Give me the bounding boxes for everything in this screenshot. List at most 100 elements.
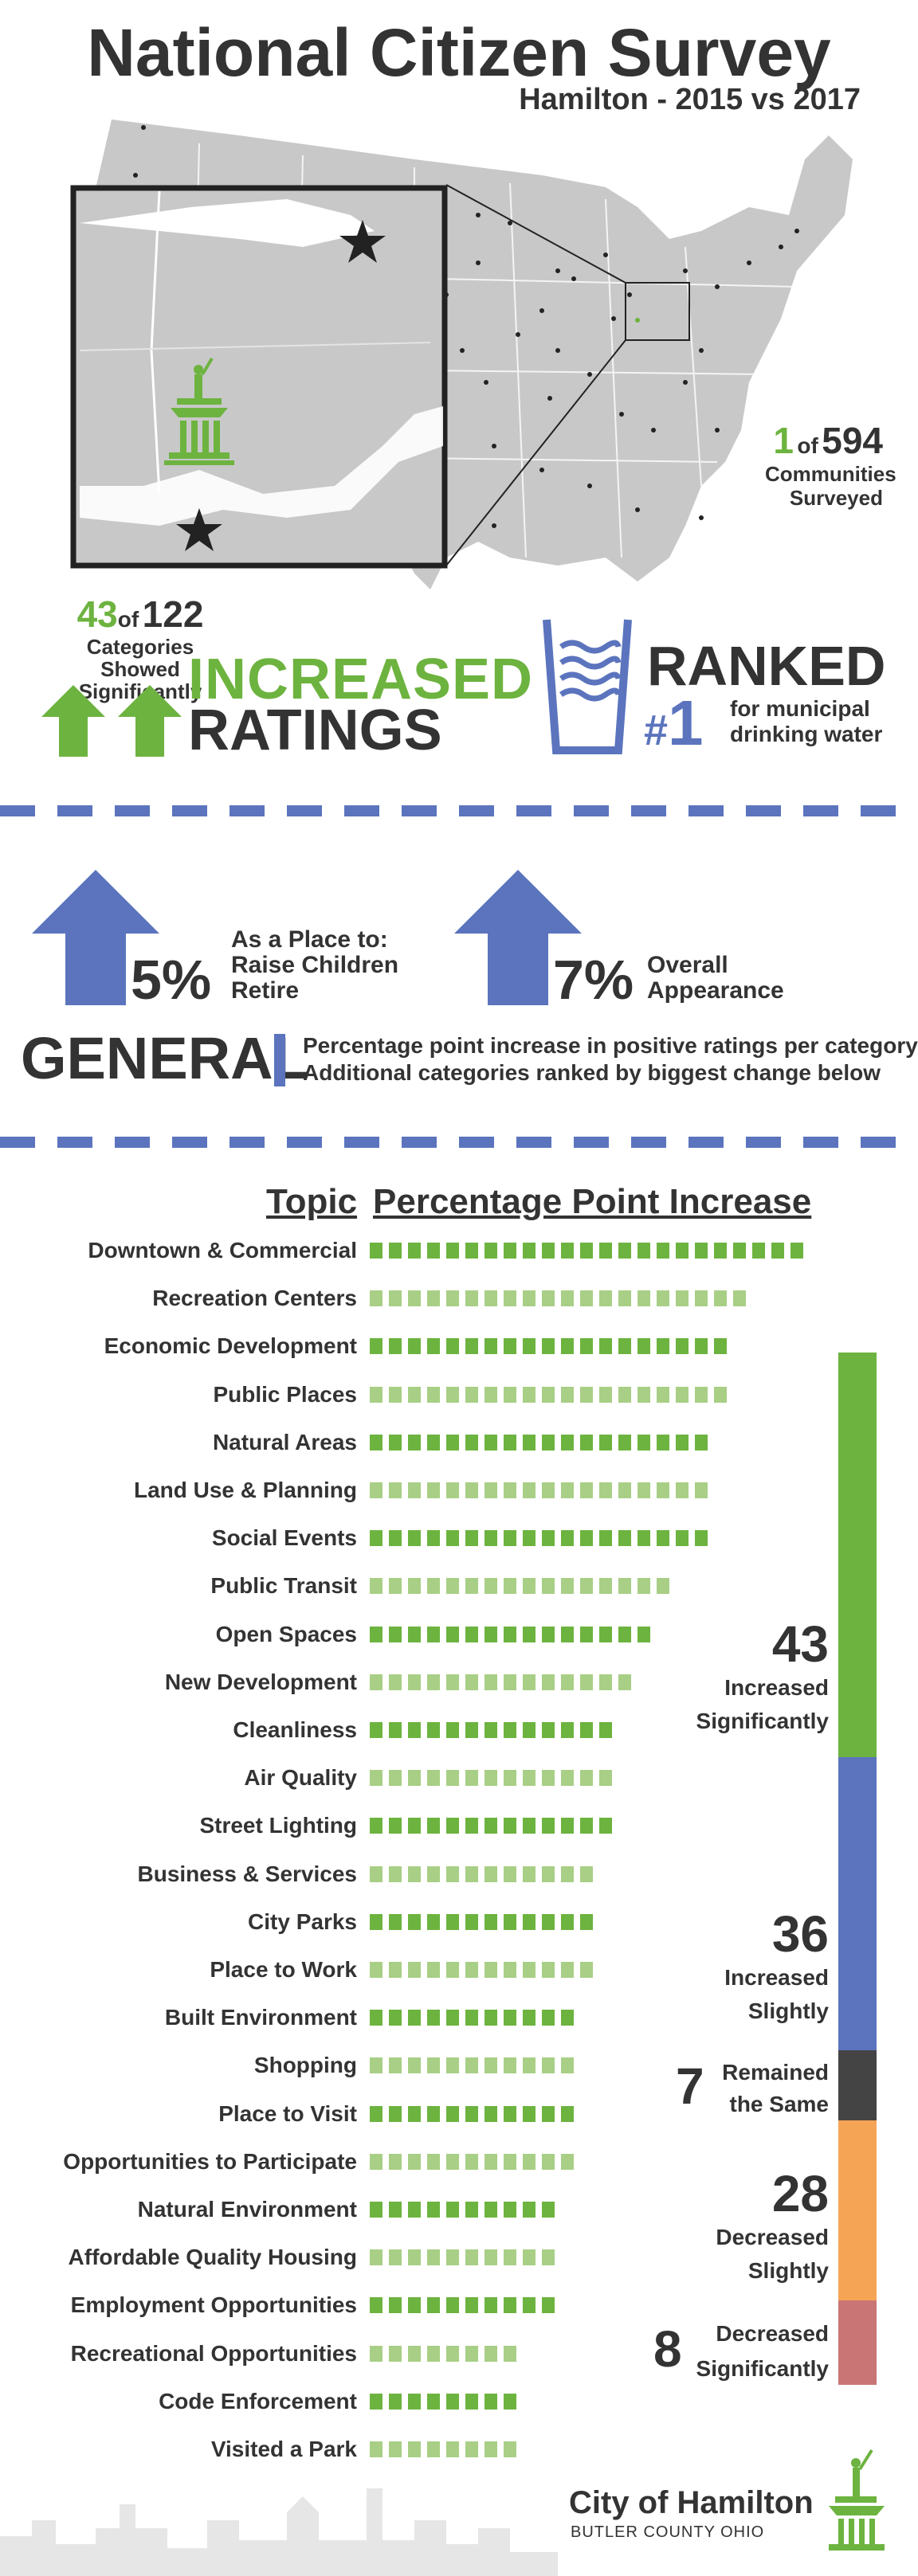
bar-block — [504, 2297, 516, 2313]
bar-block — [408, 2202, 421, 2218]
topic-label: Cleanliness — [233, 1717, 357, 1742]
topic-label: Place to Visit — [218, 2101, 357, 2126]
general-note1: Percentage point increase in positive ra… — [303, 1033, 918, 1058]
bar-block — [465, 2249, 478, 2265]
bar-block — [427, 2297, 440, 2313]
bar-block — [408, 1674, 421, 1690]
bar-block — [465, 1435, 478, 1450]
bar-block — [465, 1338, 478, 1354]
bar-block — [370, 1530, 382, 1546]
bar-block — [523, 2202, 536, 2218]
general-label: GENERAL — [21, 1025, 309, 1091]
bar-block — [484, 1338, 497, 1354]
bar-increased-significantly — [838, 1353, 877, 1757]
bar-block — [408, 2394, 421, 2410]
bar-block — [599, 1627, 612, 1642]
topic-label: Opportunities to Participate — [63, 2149, 357, 2174]
bar-block — [427, 1914, 440, 1930]
topic-label: Public Places — [213, 1382, 357, 1407]
topic-label: Social Events — [211, 1525, 357, 1550]
bar-block — [561, 1387, 574, 1403]
bar-block — [504, 1290, 516, 1306]
general-stat1-line1: As a Place to: — [231, 926, 388, 953]
bar-block — [427, 1243, 440, 1259]
bar-block — [484, 1435, 497, 1450]
bar-block — [504, 2249, 516, 2265]
bar-block — [389, 1530, 402, 1546]
bar-block — [523, 1627, 536, 1642]
bar-block — [523, 2249, 536, 2265]
up-arrow-icon — [118, 685, 182, 757]
topic-bar — [370, 1482, 714, 1500]
topic-label: Street Lighting — [199, 1813, 357, 1838]
summary-increased-slight-line1: Increased — [724, 1965, 829, 1990]
bar-block — [389, 2154, 402, 2170]
bar-block — [408, 1722, 421, 1738]
bar-block — [465, 2010, 478, 2026]
bar-block — [561, 1435, 574, 1450]
bar-block — [638, 1530, 650, 1546]
bar-block — [580, 1578, 593, 1594]
star-icon — [176, 508, 222, 551]
bar-block — [504, 2106, 516, 2122]
bar-block — [484, 2441, 497, 2457]
bar-block — [561, 1914, 574, 1930]
bar-block — [638, 1290, 650, 1306]
topic-bar — [370, 2106, 580, 2124]
bar-block — [504, 1722, 516, 1738]
ranked-line1: for municipal — [730, 696, 870, 721]
bar-block — [465, 1530, 478, 1546]
star-icon — [339, 220, 386, 263]
topic-bar — [370, 2057, 580, 2075]
bar-block — [446, 1530, 459, 1546]
bar-block — [504, 2010, 516, 2026]
topic-bar — [370, 1387, 733, 1404]
summary-increased-slight-line2: Slightly — [747, 1999, 829, 2023]
bar-block — [427, 2249, 440, 2265]
bar-block — [542, 1387, 555, 1403]
bar-block — [561, 1866, 574, 1882]
bar-block — [561, 1578, 574, 1594]
bar-block — [580, 1962, 593, 1978]
bar-block — [542, 1962, 555, 1978]
bar-block — [427, 1770, 440, 1786]
bar-block — [523, 2106, 536, 2122]
bar-block — [465, 1578, 478, 1594]
bar-block — [504, 2057, 516, 2073]
bar-block — [580, 1722, 593, 1738]
topic-label: Natural Environment — [137, 2197, 357, 2222]
table-header-increase: Percentage Point Increase — [373, 1182, 812, 1221]
bar-block — [408, 2057, 421, 2073]
bar-block — [408, 1770, 421, 1786]
bar-block — [484, 1530, 497, 1546]
bar-block — [599, 1770, 612, 1786]
general-stat2-value: 7% — [553, 949, 634, 1011]
bar-block — [446, 1722, 459, 1738]
bar-block — [484, 1387, 497, 1403]
water-glass-icon — [543, 619, 632, 754]
topic-label: Economic Development — [104, 1333, 357, 1358]
bar-block — [389, 2297, 402, 2313]
bar-block — [484, 1770, 497, 1786]
bar-block — [408, 1243, 421, 1259]
bar-block — [389, 2106, 402, 2122]
bar-block — [676, 1243, 688, 1259]
ratings-word: RATINGS — [188, 699, 442, 762]
general-stat1-desc: As a Place to: Raise Children Retire — [231, 927, 398, 1004]
bar-block — [370, 2441, 382, 2457]
bar-block — [599, 1387, 612, 1403]
general-stat1-line2: Raise Children — [231, 952, 399, 978]
bar-block — [580, 1866, 593, 1882]
bar-block — [561, 1482, 574, 1498]
bar-block — [389, 1627, 402, 1642]
bar-block — [580, 1243, 593, 1259]
topic-label: Built Environment — [164, 2005, 357, 2030]
bar-block — [504, 2394, 516, 2410]
divider — [0, 805, 918, 816]
bar-block — [465, 1722, 478, 1738]
bar-block — [542, 2249, 555, 2265]
bar-block — [389, 1722, 402, 1738]
topic-bar — [370, 1722, 618, 1740]
bar-block — [370, 1435, 382, 1450]
bar-block — [484, 1962, 497, 1978]
